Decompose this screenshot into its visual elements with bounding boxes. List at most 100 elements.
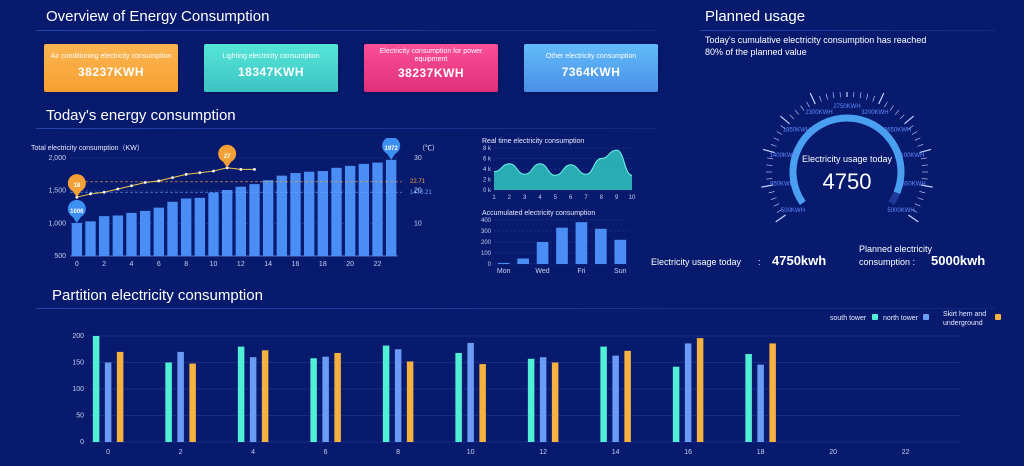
y-tick-label: 6 k [483,157,492,163]
x-tick-label: 8 [396,449,400,456]
card-lighting[interactable]: Lighting electricity consumption 18347KW… [204,44,338,92]
y-tick-label: 50 [76,413,84,420]
realtime-consumption-chart: Real time electricity consumption 0 k 2 k 4… [482,138,636,201]
partition-bar [310,358,317,442]
x-tick-label: Wed [535,268,549,275]
temperature-point [89,192,92,196]
x-tick-label: 8 [600,195,604,201]
planned-title: Planned usage [705,8,806,25]
gauge-tick [780,125,786,130]
consumption-bar [167,201,178,256]
gauge-tick [889,105,894,111]
x-tick-label: Sun [614,268,627,275]
x-tick-label: 1 [492,195,496,201]
today-title: Today's energy consumption [46,107,236,124]
partition-bar [116,351,124,442]
gauge-tick [899,114,905,120]
consumption-bar [358,163,370,256]
accumulated-consumption-chart: Accumulated electricity consumption 0 100 2… [481,210,630,275]
y-tick-label: 4 k [483,167,492,173]
card-other[interactable]: Other electricity consumption 7364KWH [524,44,658,92]
partition-consumption-chart: 0 50 100 150 200 0 2 4 6 8 10 12 14 16 18 20 22 south tow… [72,311,1001,456]
accumulated-bar [556,227,568,264]
gauge-tick [921,178,928,180]
x-tick-label: 0 [75,261,79,268]
annotation-label: 27 [224,154,231,160]
x-tick-label: Mon [497,268,511,275]
x-tick-label: 12 [539,449,547,456]
legend-label: south tower [830,315,867,322]
x-tick-label: 10 [467,449,475,456]
x-tick-label: 7 [584,195,588,201]
markline-label: 1476.21 [410,190,432,196]
consumption-bar [98,216,110,256]
y-tick-label: 200 [72,333,84,340]
consumption-bar [317,171,329,256]
partition-bar [684,343,692,442]
gauge-tick [866,93,869,100]
temperature-point [212,169,215,173]
usage-gauge: 500KWH 950KWH 1400KWH 1850KWH 2300KWH2750KWH… [761,92,933,223]
partition-bar [672,366,680,442]
x-tick-label: 6 [324,449,328,456]
partition-title: Partition electricity consumption [52,287,263,304]
gauge-label: 3650KWH [884,128,911,134]
y2-tick-label: 30 [414,155,422,162]
gauge-tick [775,214,786,223]
partition-bar [165,362,172,442]
y2-tick-label: 10 [414,220,422,227]
consumption-bar [344,165,356,256]
annotation-label: 1006 [70,209,84,215]
y-axis-title: Total electricity consumption（KW） [31,144,144,152]
gauge-tick [800,105,805,111]
gauge-label: 2300KWH [805,110,832,116]
gauge-tick [773,203,780,207]
temperature-point [253,168,256,171]
partition-bar [322,356,329,442]
legend-label: north tower [883,315,919,322]
gauge-tick [872,95,875,102]
y-tick-label: 200 [481,240,492,246]
gauge-tick [773,137,780,141]
planned-label-line1: Planned electricity [859,244,933,254]
y-tick-label: 8 k [483,146,492,152]
temperature-point [116,187,120,191]
card-value: 38237KWH [77,65,145,79]
consumption-bar [112,215,124,256]
x-tick-label: 8 [184,261,188,268]
partition-bar [104,362,112,442]
gauge-tick [894,109,900,115]
gauge-tick [770,144,777,147]
gauge-tick [806,101,810,108]
partition-bar [237,346,245,442]
partition-bar [600,346,607,442]
card-air-conditioning[interactable]: Air conditioning electricity consumption… [44,44,178,92]
card-label: Electricity consumption for power equipm… [379,48,483,63]
annotation-pin [218,144,237,168]
accumulated-bar [536,242,549,264]
gauge-tick [904,115,915,125]
planned-divider [700,30,996,31]
y-tick-label: 0 [488,262,492,268]
gauge-labels: 500KWH 950KWH 1400KWH 1850KWH 2300KWH2750KWH… [770,104,926,214]
partition-bar [334,352,341,442]
temperature-line [76,167,255,198]
x-tick-label: 6 [569,195,573,201]
accumulated-bar [595,228,607,264]
gauge-tick [809,92,816,105]
partition-bar [527,358,535,442]
today-usage-value: 4750kwh [772,253,827,268]
gauge-tick [776,209,783,213]
x-tick-label: 10 [629,195,636,201]
partition-bar [757,364,764,442]
gauge-tick [761,184,774,188]
gauge-tick [908,125,914,130]
card-power-equipment[interactable]: Electricity consumption for power equipm… [364,44,498,92]
x-tick-label: 6 [157,261,161,268]
today-usage-sep: : [758,257,761,267]
gauge-ticks [761,92,933,223]
x-tick-label: 22 [374,261,382,268]
x-tick-label: 9 [615,195,619,201]
x-tick-label: 3 [523,195,527,201]
x-tick-label: 22 [902,449,910,456]
